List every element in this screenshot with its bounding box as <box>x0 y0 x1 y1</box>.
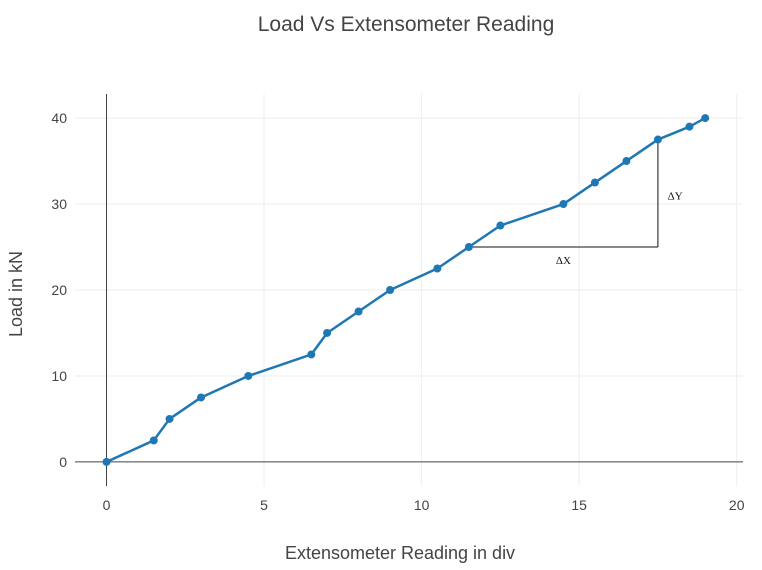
tick-labels: 0 5 10 15 20 0 10 20 30 40 <box>51 110 744 513</box>
x-tick-label: 15 <box>571 497 587 513</box>
data-point[interactable] <box>354 307 363 316</box>
x-axis-title: Extensometer Reading in div <box>285 543 515 563</box>
data-point[interactable] <box>433 264 442 273</box>
y-tick-label: 10 <box>51 368 67 384</box>
series <box>102 114 710 466</box>
y-axis-title: Load in kN <box>6 251 26 337</box>
axes <box>75 94 743 486</box>
data-point[interactable] <box>323 328 332 337</box>
y-tick-label: 0 <box>59 454 67 470</box>
data-point[interactable] <box>149 436 158 445</box>
chart-title: Load Vs Extensometer Reading <box>258 13 555 36</box>
y-tick-label: 30 <box>51 196 67 212</box>
data-point[interactable] <box>622 157 631 166</box>
data-point[interactable] <box>559 200 568 209</box>
data-point[interactable] <box>496 221 505 230</box>
data-point[interactable] <box>653 135 662 144</box>
data-point[interactable] <box>464 243 473 252</box>
data-point[interactable] <box>386 286 395 294</box>
data-point[interactable] <box>590 178 599 187</box>
x-tick-label: 20 <box>729 497 745 513</box>
slope-annotation: ΔX ΔY <box>468 139 683 267</box>
x-tick-label: 5 <box>260 497 268 513</box>
data-point[interactable] <box>685 122 694 131</box>
data-point[interactable] <box>701 114 710 123</box>
x-tick-label: 10 <box>414 497 430 513</box>
y-tick-label: 20 <box>51 282 67 298</box>
x-tick-label: 0 <box>103 497 111 513</box>
grid <box>75 94 743 486</box>
data-point[interactable] <box>307 350 316 359</box>
data-point[interactable] <box>244 371 253 380</box>
delta-x-label: ΔX <box>556 255 571 267</box>
delta-y-label: ΔY <box>668 190 683 202</box>
data-point[interactable] <box>165 414 174 423</box>
data-point[interactable] <box>102 457 111 466</box>
y-tick-label: 40 <box>51 110 67 126</box>
data-point[interactable] <box>197 393 206 402</box>
series-line <box>105 116 706 464</box>
